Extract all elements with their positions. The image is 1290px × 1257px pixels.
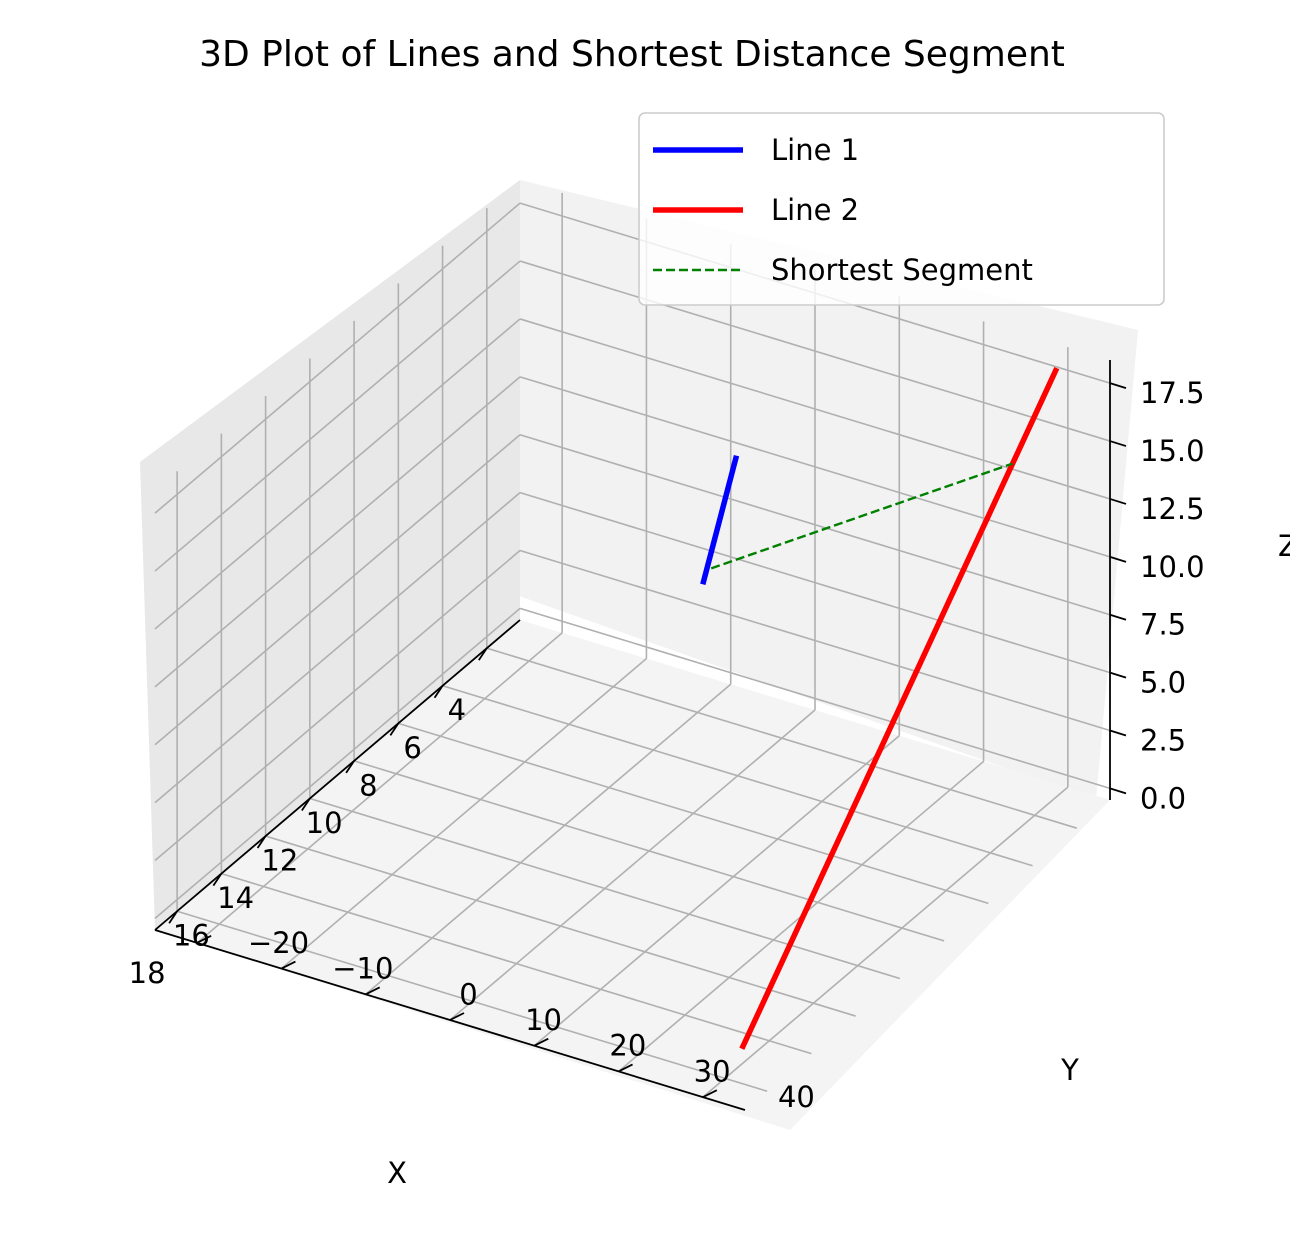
y-tick-label: 20	[609, 1029, 646, 1063]
legend-box	[638, 112, 1165, 306]
z-tick-label: 2.5	[1140, 724, 1186, 758]
grid-line-z-left	[154, 434, 521, 746]
z-tick-label: 0.0	[1140, 781, 1186, 815]
y-axis-label: Y	[1060, 1053, 1079, 1087]
series-line-1	[700, 454, 740, 586]
grid-line-y-floor	[449, 709, 816, 1021]
x-tick-mark	[301, 797, 311, 811]
y-tick-label: −20	[248, 926, 309, 960]
y-tick-label: 0	[459, 977, 477, 1011]
y-tick-mark	[365, 986, 381, 996]
x-tick-label: 16	[173, 919, 210, 953]
axes	[154, 360, 1127, 1111]
x-tick-mark	[168, 910, 178, 924]
y-tick-label: 10	[525, 1003, 562, 1037]
x-axis-label: X	[387, 1156, 407, 1190]
series-line-3	[710, 462, 1013, 570]
left-pane	[140, 180, 520, 930]
x-tick-label: 18	[129, 956, 166, 990]
z-tick-label: 15.0	[1140, 434, 1205, 468]
z-tick-mark	[1109, 729, 1127, 737]
chart-title: 3D Plot of Lines and Shortest Distance S…	[199, 34, 1065, 75]
tick-labels: 4681012141618−20−100102030400.02.55.07.5…	[129, 376, 1205, 1114]
grid-line-y-floor	[196, 632, 563, 944]
y-tick-mark	[618, 1063, 633, 1073]
grid-line-z-left	[154, 202, 521, 514]
z-tick-mark	[1109, 787, 1127, 795]
y-tick-label: 30	[694, 1054, 731, 1088]
x-tick-label: 6	[403, 731, 421, 765]
legend-label-1: Line 1	[771, 133, 859, 167]
x-tick-mark	[389, 722, 400, 736]
grid-line-z-back	[519, 491, 1111, 674]
z-tick-label: 5.0	[1140, 666, 1186, 700]
y-tick-label: 40	[778, 1080, 815, 1114]
grid-line-z-back	[519, 549, 1111, 732]
grid-line-z-back	[519, 607, 1111, 790]
z-tick-mark	[1109, 613, 1127, 621]
series-lines	[700, 366, 1060, 1050]
grid-line-y-floor	[365, 683, 732, 995]
grid-line-z-back	[519, 260, 1111, 442]
x-tick-label: 12	[261, 843, 298, 877]
x-tick-label: 14	[217, 881, 254, 915]
grid-line-z-left	[154, 492, 521, 804]
grid-line-z-left	[154, 376, 521, 688]
y-tick-mark	[196, 935, 212, 944]
x-tick-mark	[212, 873, 223, 887]
x-tick-mark	[256, 835, 267, 849]
grid-line-y-floor	[702, 786, 1069, 1098]
y-tick-mark	[281, 960, 296, 970]
z-tick-mark	[1109, 671, 1127, 679]
y-tick-mark	[702, 1089, 718, 1098]
legend-label-2: Line 2	[771, 193, 859, 227]
x-tick-label: 10	[306, 806, 343, 840]
z-axis-label: Z	[1278, 529, 1290, 563]
grid-line-z-back	[519, 376, 1111, 558]
x-axis-line	[154, 619, 521, 931]
z-tick-mark	[1109, 555, 1127, 563]
x-tick-mark	[433, 685, 444, 699]
grid-line-z-left	[154, 549, 521, 862]
grid-line-y-floor	[533, 735, 900, 1047]
z-tick-label: 12.5	[1140, 492, 1205, 526]
grid-line-z-left	[154, 607, 521, 920]
z-tick-mark	[1109, 382, 1127, 390]
grid-line-z-back	[519, 433, 1111, 616]
x-tick-mark	[478, 647, 488, 661]
y-tick-label: −10	[332, 952, 393, 986]
legend-label-3: Shortest Segment	[771, 253, 1033, 287]
z-tick-mark	[1109, 440, 1127, 447]
y-tick-mark	[449, 1012, 465, 1021]
grid-line-y-floor	[280, 657, 647, 970]
z-tick-mark	[1109, 498, 1127, 505]
grid-lines	[154, 192, 1111, 1098]
z-tick-label: 10.0	[1140, 550, 1205, 584]
x-tick-mark	[345, 760, 355, 774]
z-tick-label: 7.5	[1140, 608, 1186, 642]
grid-line-z-left	[154, 260, 521, 572]
grid-line-z-left	[154, 318, 521, 630]
x-tick-label: 8	[359, 768, 377, 802]
series-line-2	[739, 366, 1060, 1050]
z-tick-label: 17.5	[1140, 376, 1205, 410]
legend: Line 1 Line 2 Shortest Segment	[638, 112, 1165, 306]
x-tick-label: 4	[448, 693, 466, 727]
y-tick-mark	[533, 1037, 549, 1047]
